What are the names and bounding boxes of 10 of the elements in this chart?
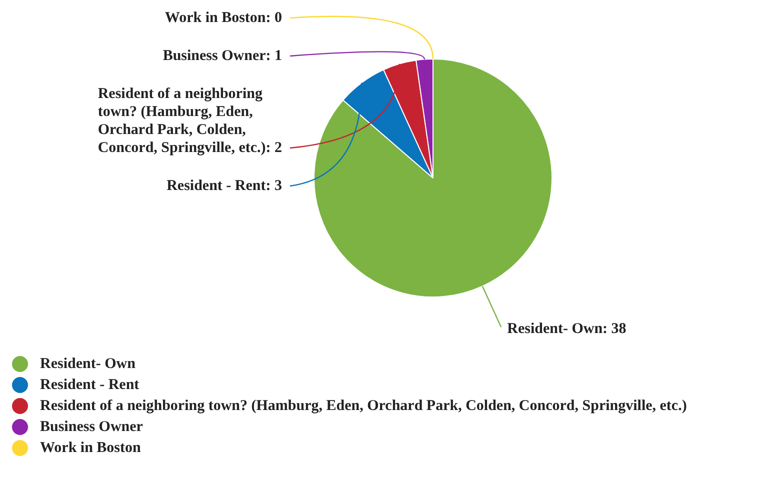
legend-label: Work in Boston: [40, 439, 141, 458]
data-label: Business Owner: 1: [162, 48, 282, 64]
text: Work in Boston: 0: [164, 10, 282, 26]
data-label: Resident of a neighboring town? (Hamburg, Eden, Orchard Park, Colden, Concord, Springville, etc.): 2: [98, 86, 282, 156]
legend-label: Resident of a neighboring town? (Hamburg, Eden, Orchard Park, Colden, Concord, Springville, etc.): [40, 397, 687, 416]
data-label: Resident - Rent: 3: [166, 178, 282, 194]
legend-label: Resident - Rent: [40, 376, 140, 395]
legend-label: Resident- Own: [40, 355, 136, 374]
legend-label: Business Owner: [40, 418, 143, 437]
data-label: Resident- Own: 38: [507, 321, 626, 338]
